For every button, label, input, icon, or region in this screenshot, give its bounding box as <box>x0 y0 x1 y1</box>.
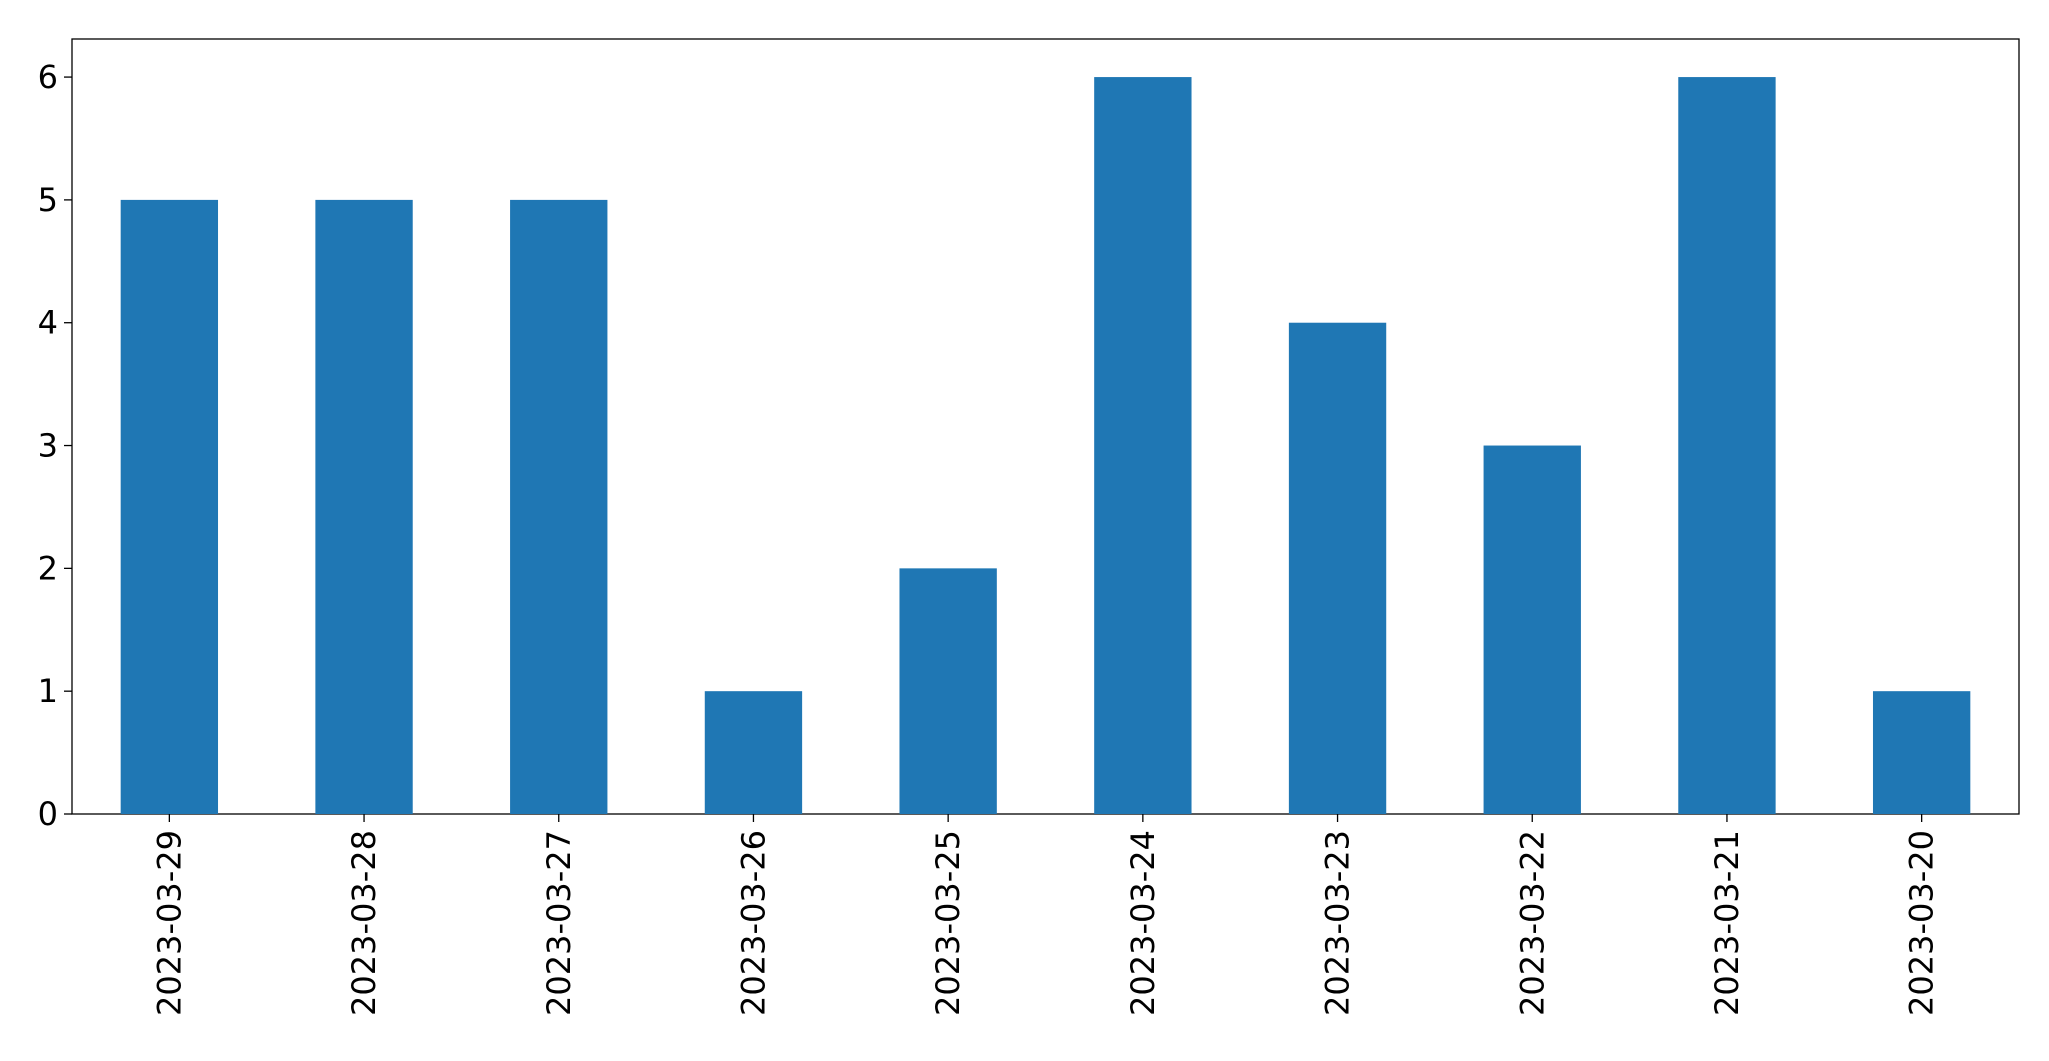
bar <box>1678 77 1776 815</box>
y-tick-label: 1 <box>38 672 58 710</box>
x-tick-label: 2023-03-26 <box>734 830 772 1016</box>
x-tick-label: 2023-03-28 <box>345 830 383 1016</box>
bar <box>1288 322 1387 814</box>
x-tick-label: 2023-03-21 <box>1708 830 1746 1016</box>
bar <box>1872 691 1971 814</box>
bar <box>1094 77 1192 815</box>
plot-frame <box>71 38 2020 815</box>
x-tick-label: 2023-03-25 <box>929 830 967 1016</box>
y-tick-label: 6 <box>38 58 58 96</box>
bar <box>1483 445 1581 814</box>
bar <box>315 199 413 815</box>
x-tick-label: 2023-03-20 <box>1903 830 1941 1016</box>
y-tick-label: 0 <box>38 795 58 833</box>
x-tick-label: 2023-03-24 <box>1124 830 1162 1016</box>
y-tick-label: 3 <box>38 427 58 465</box>
bar <box>120 199 219 815</box>
y-tick-label: 4 <box>38 304 58 342</box>
bar <box>704 691 803 814</box>
bar <box>899 568 997 814</box>
x-tick-label: 2023-03-23 <box>1319 830 1357 1016</box>
x-tick-label: 2023-03-27 <box>540 830 578 1016</box>
y-tick-label: 5 <box>38 181 58 219</box>
y-tick-label: 2 <box>38 549 58 587</box>
x-tick-label: 2023-03-29 <box>150 830 188 1016</box>
bar <box>510 199 608 815</box>
x-tick-label: 2023-03-22 <box>1513 830 1551 1016</box>
